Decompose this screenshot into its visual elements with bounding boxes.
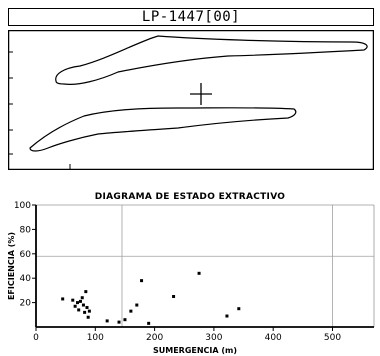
x-tick-label: 500: [324, 333, 341, 343]
x-tick-label: 0: [33, 333, 39, 343]
x-tick-label: 100: [87, 333, 104, 343]
data-point: [83, 310, 87, 314]
center-crosshair-icon: [190, 83, 212, 105]
data-point: [73, 304, 77, 308]
data-point: [147, 321, 151, 325]
card-plot-frame: [8, 30, 374, 170]
data-point: [140, 279, 144, 283]
data-point: [86, 315, 90, 319]
reference-lines: [36, 205, 374, 327]
data-point: [81, 303, 85, 307]
axes: [35, 205, 374, 328]
upper-card-curve: [55, 35, 368, 85]
lower-card-curve: [29, 107, 297, 152]
data-point: [76, 301, 80, 305]
card-left-ticks: [9, 51, 13, 155]
y-tick-label: 60: [20, 250, 32, 260]
plot-frame: [36, 204, 375, 327]
y-tick-label: 100: [14, 201, 31, 211]
y-tick-label: 40: [20, 274, 32, 284]
y-tick-label: 20: [20, 299, 32, 309]
data-point: [129, 309, 133, 313]
data-point: [71, 298, 75, 302]
dynamometer-card-plot: [8, 30, 374, 170]
dynamometer-card-panel: LP-1447[00]: [8, 8, 374, 170]
x-tick-label: 400: [265, 333, 282, 343]
data-point: [225, 314, 229, 318]
data-point: [135, 303, 139, 307]
chart-title: DIAGRAMA DE ESTADO EXTRACTIVO: [94, 192, 286, 202]
data-points: [61, 271, 241, 325]
y-tick-label: 80: [20, 225, 32, 235]
data-point: [77, 308, 81, 312]
data-point: [80, 296, 84, 300]
card-title: LP-1447[00]: [8, 8, 374, 26]
data-point: [105, 319, 109, 323]
extraction-state-chart: 0 100 200 300 400 500 20 40 60 80 100 SUMERGENCIA …: [7, 201, 375, 355]
data-point: [84, 290, 88, 294]
data-point: [85, 305, 89, 309]
axis-ticks: 0 100 200 300 400 500 20 40 60 80 100: [14, 201, 342, 343]
x-tick-label: 300: [205, 333, 222, 343]
data-point: [61, 297, 65, 301]
x-axis-label: SUMERGENCIA (m): [153, 346, 237, 355]
data-point: [123, 318, 127, 322]
data-point: [87, 309, 91, 313]
data-point: [237, 307, 241, 311]
data-point: [172, 295, 176, 298]
data-point: [78, 299, 82, 303]
x-tick-label: 200: [146, 333, 163, 343]
data-point: [197, 271, 201, 275]
data-point: [117, 320, 121, 324]
y-axis-label: EFICIENCIA (%): [7, 232, 16, 300]
